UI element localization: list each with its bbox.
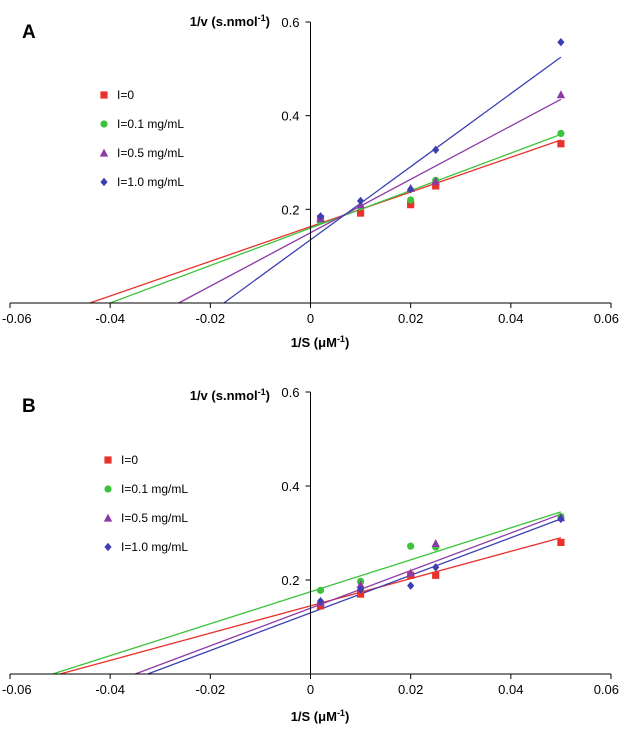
legend-entry: I=0 <box>121 453 138 467</box>
legend-marker <box>103 513 113 522</box>
x-tick-label: 0 <box>307 311 314 326</box>
data-point <box>557 37 565 47</box>
x-tick-label: -0.06 <box>2 682 32 697</box>
data-point <box>432 571 440 579</box>
data-point <box>356 580 365 589</box>
data-point <box>556 90 566 99</box>
legend-entry: I=0.5 mg/mL <box>117 146 184 160</box>
data-point <box>557 140 565 148</box>
data-point <box>432 182 440 190</box>
data-point <box>316 596 325 606</box>
tick-labels: -0.06 -0.04 -0.02 0 0.02 0.04 0.06 0.2 0.4 0.6 <box>2 15 619 326</box>
x-tick-label: 0.06 <box>594 311 619 326</box>
fit-line <box>134 513 562 675</box>
data-point <box>407 184 415 194</box>
data-point <box>432 563 440 572</box>
x-tick-label: -0.02 <box>196 682 226 697</box>
legend-entry: I=1.0 mg/mL <box>117 175 184 189</box>
fit-line <box>178 98 562 304</box>
axes <box>9 21 612 308</box>
data-points <box>316 512 566 610</box>
legend: I=0 I=0.1 mg/mL I=0.5 mg/mL I=1.0 mg/mL <box>99 88 184 189</box>
data-point <box>356 590 365 598</box>
x-tick-label: 0.04 <box>498 311 523 326</box>
legend-marker <box>100 91 108 99</box>
axes <box>9 391 612 679</box>
x-tick-label: -0.06 <box>2 311 32 326</box>
legend-marker <box>104 542 112 552</box>
legend-marker <box>104 485 112 493</box>
data-points <box>316 37 566 225</box>
legend-marker <box>100 177 108 187</box>
data-point <box>407 201 415 209</box>
fit-line <box>89 139 562 304</box>
x-tick-label: -0.02 <box>196 311 226 326</box>
legend-entry: I=0 <box>117 88 134 102</box>
x-tick-label: 0 <box>307 682 314 697</box>
panel-label: B <box>22 396 36 417</box>
x-axis-title: 1/S (μM-1) <box>291 334 350 350</box>
legend-marker <box>100 120 108 128</box>
data-point <box>316 212 325 221</box>
data-point <box>557 129 565 138</box>
y-tick-label: 0.6 <box>281 15 299 30</box>
y-tick-label: 0.6 <box>281 385 299 400</box>
fit-lines <box>89 56 562 304</box>
x-tick-label: -0.04 <box>95 311 125 326</box>
fit-lines <box>52 511 562 675</box>
data-point <box>356 585 365 594</box>
legend-entry: I=0.1 mg/mL <box>121 482 188 496</box>
data-point <box>407 542 415 550</box>
x-tick-label: 0.02 <box>398 682 423 697</box>
legend-marker <box>104 456 112 464</box>
fit-line <box>223 56 562 304</box>
y-tick-label: 0.2 <box>281 202 299 217</box>
data-point <box>407 581 415 590</box>
panel-label: A <box>22 22 36 43</box>
chart-panel-a: A 1/v (s.nmol-1) 1/S (μM-1) -0.06 -0.04 -0… <box>2 13 619 350</box>
y-tick-label: 0.4 <box>281 479 299 494</box>
x-tick-label: -0.04 <box>95 682 125 697</box>
data-point <box>432 145 440 155</box>
fit-line <box>52 511 562 675</box>
y-tick-label: 0.4 <box>281 109 299 124</box>
legend-entry: I=0.5 mg/mL <box>121 511 188 525</box>
legend-entry: I=0.1 mg/mL <box>117 117 184 131</box>
fit-line <box>147 518 562 675</box>
y-axis-title: 1/v (s.nmol-1) <box>190 387 270 403</box>
chart-panel-b: B 1/v (s.nmol-1) 1/S (μM-1) -0.06 -0.04 -0… <box>2 385 619 724</box>
tick-labels: -0.06 -0.04 -0.02 0 0.02 0.04 0.06 0.2 0.4 0.6 <box>2 385 619 697</box>
y-axis-title: 1/v (s.nmol-1) <box>190 13 270 29</box>
x-axis-title: 1/S (μM-1) <box>291 708 350 724</box>
data-point <box>406 568 415 577</box>
data-point <box>356 196 365 206</box>
legend: I=0 I=0.1 mg/mL I=0.5 mg/mL I=1.0 mg/mL <box>103 453 188 554</box>
data-point <box>356 209 365 217</box>
data-point <box>557 538 565 546</box>
data-point <box>431 538 440 547</box>
x-tick-label: 0.06 <box>594 682 619 697</box>
y-tick-label: 0.2 <box>281 573 299 588</box>
data-point <box>431 176 440 185</box>
x-tick-label: 0.02 <box>398 311 423 326</box>
data-point <box>407 196 415 204</box>
data-point <box>316 586 325 594</box>
x-tick-label: 0.04 <box>498 682 523 697</box>
data-point <box>557 514 565 524</box>
legend-marker <box>99 148 109 157</box>
legend-entry: I=1.0 mg/mL <box>121 540 188 554</box>
